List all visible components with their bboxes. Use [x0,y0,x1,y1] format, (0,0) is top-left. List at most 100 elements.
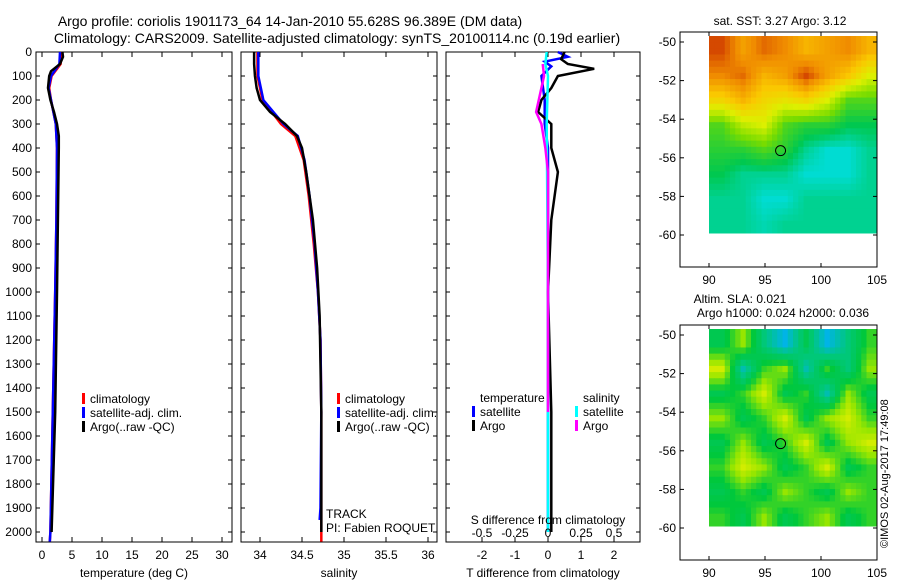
map-cell [787,427,794,435]
map-cell [829,482,836,490]
map-cell [777,489,783,496]
map-cell [824,365,831,373]
map-cell [756,519,762,527]
map-cell [745,165,752,172]
map-cell [745,378,752,385]
map-cell [761,152,768,160]
legend-s-satellite-label: satellite [583,405,624,419]
map-cell [751,42,757,49]
imos-watermark: ©IMOS 02-Aug-2017 17:49:08 [879,399,891,548]
map-cell [866,501,873,509]
map-cell [730,519,736,527]
map-cell [777,72,783,80]
map-cell [793,341,799,348]
map-cell [803,226,810,234]
map-cell [850,489,857,496]
map-cell [766,470,773,478]
map-cell [871,513,878,521]
map-cell [745,42,752,49]
map-cell [724,329,731,336]
map-cell [808,513,815,521]
map-cell [766,513,773,521]
depth-tick-label: 1000 [5,285,32,299]
map-cell [866,54,873,62]
map-cell [766,109,773,117]
map-cell [745,464,752,472]
map-cell [814,452,820,459]
map-cell [803,329,810,336]
map-cell [756,109,762,117]
map-cell [724,66,731,74]
map-cell [835,85,841,92]
map-cell [740,384,747,392]
map-cell [835,208,841,216]
map-cell [714,140,720,148]
map-cell [751,519,757,527]
series-line-temperature-satellite [540,50,572,532]
map-cell [814,482,820,490]
map-cell [835,103,841,111]
map-cell [740,79,747,86]
map-cell [777,507,783,515]
map-cell [861,85,867,92]
map-cell [819,91,825,99]
map-cell [772,226,778,234]
map-cell [730,128,736,135]
map-cell [824,341,831,348]
map-cell [782,226,789,234]
title-line2: Climatology: CARS2009. Satellite-adjuste… [54,30,620,46]
map-cell [787,177,794,185]
map-cell [808,501,815,509]
map-cell [861,128,867,135]
map-cell [861,48,867,55]
map-cell [761,372,768,379]
map-cell [724,202,731,209]
map-cell [751,513,757,521]
map-cell [829,464,836,472]
map-cell [709,353,715,361]
map-cell [835,36,841,43]
sla-map-subtitle: Argo h1000: 0.024 h2000: 0.036 [697,306,869,320]
map-cell [719,365,726,373]
map-cell [756,72,762,80]
map-cell [709,384,715,392]
map-cell [793,482,799,490]
map-cell [740,489,747,496]
map-cell [756,415,762,422]
map-cell [866,79,873,86]
map-cell [814,60,820,68]
map-cell [829,415,836,422]
map-cell [740,402,747,410]
map-cell [740,226,747,234]
map-cell [866,122,873,129]
map-cell [856,390,862,398]
map-cell [814,177,820,185]
map-cell [724,470,731,478]
depth-tick-label: 1300 [5,357,32,371]
map-cell [861,42,867,49]
map-cell [787,85,794,92]
map-cell [745,365,752,373]
map-cell [772,439,778,447]
map-cell [835,452,841,459]
map-cell [808,489,815,496]
map-cell [787,109,794,117]
map-cell [871,433,878,441]
map-cell [724,378,731,385]
map-cell [850,79,857,86]
map-cell [777,128,783,135]
map-cell [740,482,747,490]
map-cell [777,159,783,166]
map-cell [861,513,867,521]
map-cell [730,427,736,435]
map-cell [777,384,783,392]
map-cell [824,359,831,367]
map-cell [735,384,741,392]
map-cell [766,202,773,209]
map-cell [740,427,747,435]
map-cell [803,365,810,373]
map-cell [766,72,773,80]
map-cell [772,464,778,472]
map-cell [793,470,799,478]
map-cell [793,152,799,160]
